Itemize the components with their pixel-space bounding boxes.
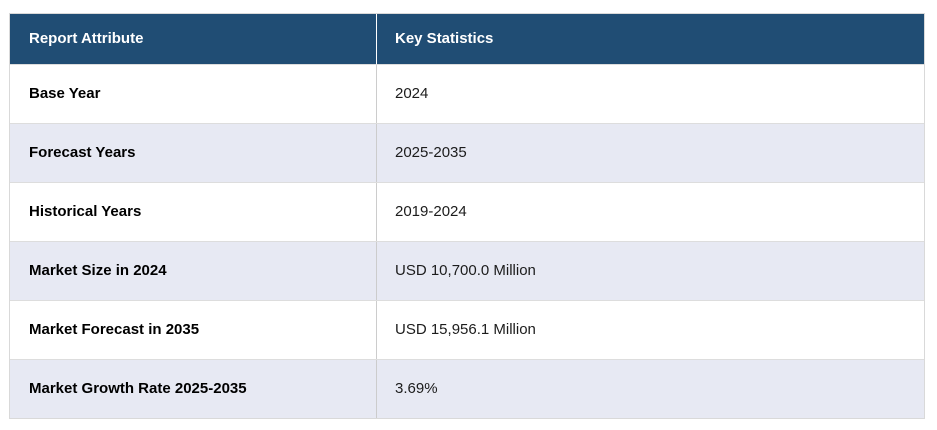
table-header-row: Report Attribute Key Statistics — [10, 14, 924, 64]
table-row-market-size: Market Size in 2024 USD 10,700.0 Million — [10, 241, 924, 300]
value-cell: USD 10,700.0 Million — [376, 242, 924, 300]
value-cell: 3.69% — [376, 360, 924, 418]
table-row-market-forecast: Market Forecast in 2035 USD 15,956.1 Mil… — [10, 300, 924, 359]
column-header-key-statistics: Key Statistics — [376, 14, 924, 64]
attribute-cell: Forecast Years — [29, 144, 136, 161]
attribute-cell: Base Year — [29, 85, 101, 102]
table-row-base-year: Base Year 2024 — [10, 64, 924, 123]
attribute-cell: Market Growth Rate 2025-2035 — [29, 380, 247, 397]
value-cell: USD 15,956.1 Million — [376, 301, 924, 359]
report-attributes-table: Report Attribute Key Statistics Base Yea… — [9, 13, 925, 419]
column-header-report-attribute: Report Attribute — [29, 30, 144, 47]
table-row-historical-years: Historical Years 2019-2024 — [10, 182, 924, 241]
value-cell: 2024 — [376, 65, 924, 123]
table-row-forecast-years: Forecast Years 2025-2035 — [10, 123, 924, 182]
attribute-cell: Market Forecast in 2035 — [29, 321, 200, 338]
attribute-cell: Market Size in 2024 — [29, 262, 167, 279]
value-cell: 2019-2024 — [376, 183, 924, 241]
attribute-cell: Historical Years — [29, 203, 142, 220]
table-row-market-growth-rate: Market Growth Rate 2025-2035 3.69% — [10, 359, 924, 418]
value-cell: 2025-2035 — [376, 124, 924, 182]
